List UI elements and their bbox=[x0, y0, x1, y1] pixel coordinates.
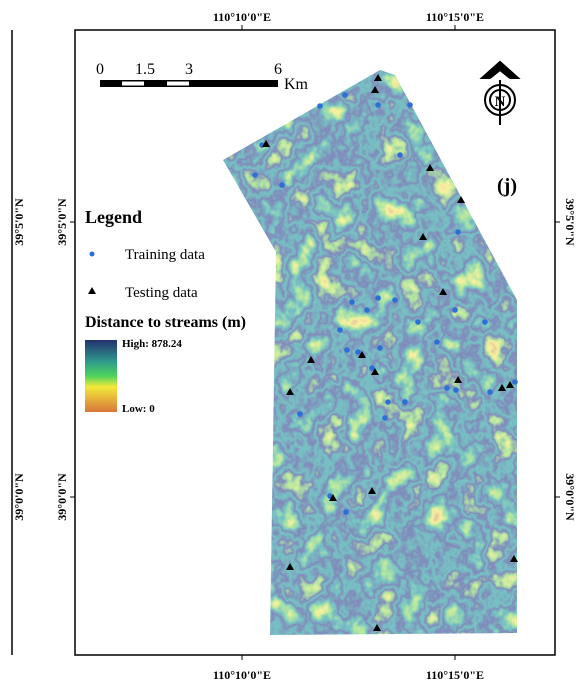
scale-tick: 1.5 bbox=[135, 61, 155, 78]
training-point bbox=[415, 319, 421, 325]
training-point bbox=[444, 385, 450, 391]
panel-label: (j) bbox=[497, 175, 517, 197]
bottom-coord: 110°10'0"E bbox=[213, 668, 271, 682]
training-point bbox=[407, 102, 413, 108]
scale-tick: 0 bbox=[96, 61, 104, 78]
training-point bbox=[452, 307, 458, 313]
left-coord: 39°0'0"N bbox=[55, 473, 69, 521]
training-point bbox=[434, 339, 440, 345]
training-point bbox=[279, 182, 285, 188]
legend-testing-symbol bbox=[88, 287, 96, 294]
training-point bbox=[487, 389, 493, 395]
training-point bbox=[375, 295, 381, 301]
right-coord: 39°5'0"N bbox=[563, 198, 577, 246]
north-letter: N bbox=[495, 94, 506, 110]
training-point bbox=[455, 229, 461, 235]
legend-title: Legend bbox=[85, 207, 142, 227]
training-point bbox=[377, 345, 383, 351]
raster bbox=[200, 60, 530, 650]
training-point bbox=[343, 509, 349, 515]
scale-tick: 3 bbox=[185, 61, 193, 78]
training-point bbox=[344, 347, 350, 353]
legend-high: High: 878.24 bbox=[122, 338, 182, 350]
scale-bar bbox=[100, 80, 278, 87]
training-point bbox=[297, 411, 303, 417]
training-point bbox=[337, 327, 343, 333]
left-coord: 39°0'0"N bbox=[12, 473, 26, 521]
right-coord: 39°0'0"N bbox=[563, 473, 577, 521]
legend-low: Low: 0 bbox=[122, 403, 155, 415]
legend-item: Testing data bbox=[125, 285, 198, 301]
legend-ramp bbox=[85, 340, 117, 412]
scale-unit: Km bbox=[284, 76, 309, 93]
training-point bbox=[349, 299, 355, 305]
training-point bbox=[385, 399, 391, 405]
left-coord: 39°5'0"N bbox=[12, 198, 26, 246]
distance-raster bbox=[200, 60, 530, 650]
training-point bbox=[402, 399, 408, 405]
training-point bbox=[512, 379, 518, 385]
training-point bbox=[453, 387, 459, 393]
training-point bbox=[252, 172, 258, 178]
scale-tick: 6 bbox=[274, 61, 282, 78]
training-point bbox=[382, 415, 388, 421]
left-coord: 39°5'0"N bbox=[55, 198, 69, 246]
training-point bbox=[397, 152, 403, 158]
training-point bbox=[392, 297, 398, 303]
map-figure: 110°10'0"E 110°10'0"E 110°15'0"E 110°15'0"E… bbox=[0, 0, 584, 689]
training-point bbox=[355, 349, 361, 355]
top-coord: 110°10'0"E bbox=[213, 10, 271, 24]
training-point bbox=[375, 102, 381, 108]
legend-layer-title: Distance to streams (m) bbox=[85, 314, 246, 331]
legend-training-symbol bbox=[90, 252, 95, 257]
training-point bbox=[482, 319, 488, 325]
legend-item: Training data bbox=[125, 247, 205, 263]
top-coord: 110°15'0"E bbox=[426, 10, 484, 24]
training-point bbox=[317, 103, 323, 109]
bottom-coord: 110°15'0"E bbox=[426, 668, 484, 682]
training-point bbox=[364, 307, 370, 313]
training-point bbox=[342, 92, 348, 98]
